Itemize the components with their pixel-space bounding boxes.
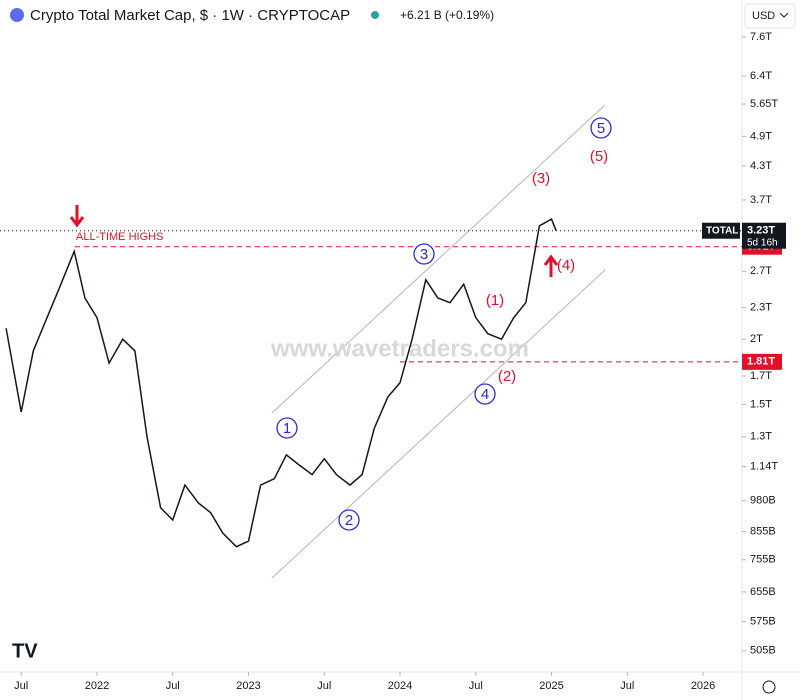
current-price: 3.23T	[747, 225, 775, 237]
wave-label: (5)	[590, 148, 608, 165]
currency-button[interactable]	[744, 3, 796, 29]
y-tick-label: 2.3T	[750, 302, 772, 314]
status-dot	[371, 11, 379, 19]
x-tick-label: 2023	[236, 680, 260, 692]
wave-label: 1	[283, 420, 291, 437]
channel-line	[271, 269, 606, 579]
y-tick-label: 3.7T	[750, 194, 772, 206]
x-tick-label: 2025	[539, 680, 563, 692]
logo: TV	[12, 640, 38, 662]
level-label: 1.81T	[747, 356, 775, 368]
y-tick-label: 980B	[750, 495, 776, 507]
wave-label: (1)	[486, 292, 504, 309]
x-tick-label: Jul	[14, 680, 28, 692]
y-tick-label: 855B	[750, 526, 776, 538]
symbol-badge	[702, 222, 740, 239]
wave-label: (3)	[532, 170, 550, 187]
wave-label: 4	[481, 386, 489, 403]
y-tick-label: 755B	[750, 554, 776, 566]
arrow-down	[69, 205, 85, 228]
y-tick-label: 4.9T	[750, 130, 772, 142]
watermark: www.wavetraders.com	[270, 335, 529, 362]
y-tick-label: 7.6T	[750, 31, 772, 43]
price-line	[5, 218, 557, 548]
x-tick-label: 2022	[85, 680, 109, 692]
level-badge	[742, 353, 782, 370]
countdown: 5d 16h	[747, 237, 778, 248]
y-tick-label: 655B	[750, 586, 776, 598]
y-tick-label: 1.5T	[750, 398, 772, 410]
y-tick-label: 2T	[750, 333, 763, 345]
x-tick-label: Jul	[317, 680, 331, 692]
annotation: ALL-TIME HIGHS	[76, 231, 163, 243]
y-tick-label: 4.3T	[750, 160, 772, 172]
x-tick-label: Jul	[469, 680, 483, 692]
wave-label: 2	[345, 512, 353, 529]
x-tick-label: 2026	[691, 680, 715, 692]
wave-circle	[338, 509, 360, 531]
currency[interactable]: USD	[752, 10, 775, 22]
y-tick-label: 6.4T	[750, 70, 772, 82]
wave-circle	[474, 383, 496, 405]
y-tick-label: 575B	[750, 615, 776, 627]
wave-circle	[413, 243, 435, 265]
arrow-up	[543, 254, 559, 277]
chart-title: Crypto Total Market Cap, $ · 1W · CRYPTO…	[30, 7, 350, 24]
x-tick-label: 2024	[388, 680, 412, 692]
y-tick-label: 1.3T	[750, 431, 772, 443]
y-tick-label: 1.14T	[750, 460, 778, 472]
wave-circle	[590, 117, 612, 139]
y-tick-label: 505B	[750, 645, 776, 657]
settings-icon[interactable]	[762, 680, 776, 694]
y-tick-label: 2.7T	[750, 265, 772, 277]
price-badge	[742, 222, 786, 249]
y-tick-label: 5.65T	[750, 98, 778, 110]
wave-label: 5	[597, 120, 605, 137]
x-tick-label: Jul	[166, 680, 180, 692]
wave-label: 3	[420, 246, 428, 263]
price-change: +6.21 B (+0.19%)	[400, 8, 494, 22]
wave-label: (2)	[498, 368, 516, 385]
dropdown-icon	[779, 12, 789, 18]
symbol-icon	[10, 8, 24, 22]
channel-line	[271, 104, 606, 414]
y-tick-label: 1.7T	[750, 370, 772, 382]
x-tick-label: Jul	[620, 680, 634, 692]
symbol-label: TOTAL	[706, 225, 738, 236]
wave-label: (4)	[557, 257, 575, 274]
wave-circle	[276, 417, 298, 439]
